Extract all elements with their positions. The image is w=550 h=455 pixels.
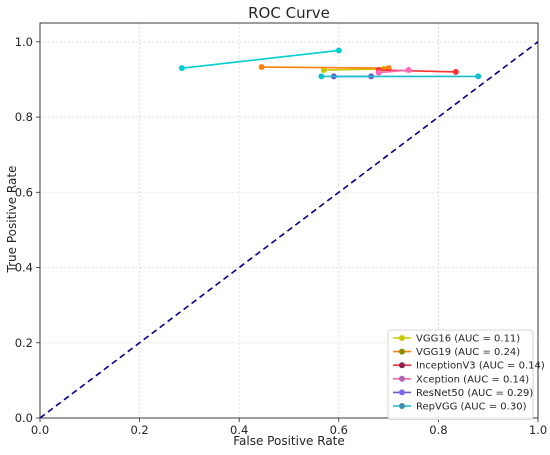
legend-swatch-marker [399,403,405,409]
series-point [318,73,325,80]
x-axis-label: False Positive Rate [233,434,345,448]
y-tick-label: 0.0 [15,411,33,425]
series-point [258,64,265,71]
series-line [378,69,409,74]
y-tick-label: 0.8 [15,110,33,124]
legend-swatch-marker [399,389,405,396]
series-point [178,65,185,72]
series-point [375,69,382,76]
y-ticks: 0.0 0.2 0.4 0.6 0.8 1.0 [15,35,40,425]
plot-border [39,22,539,419]
x-tick-label: 0.0 [31,423,49,437]
series-line [378,69,456,73]
x-tick-label: 0.4 [230,423,248,437]
series-line [181,49,339,69]
legend-swatch-marker [399,335,405,341]
series-layer [178,47,482,80]
legend-box [387,329,534,420]
y-tick-label: 0.4 [15,261,33,275]
series-line [261,66,389,69]
diagonal-line [39,41,539,419]
x-tick-label: 0.2 [130,423,148,437]
series-point [452,68,459,75]
series-point [475,73,482,80]
y-tick-label: 1.0 [15,35,33,49]
y-tick-label: 0.6 [15,185,33,199]
x-tick-label: 0.6 [330,423,348,437]
legend-swatch-marker [399,362,405,369]
chart-title: ROC Curve [248,4,330,22]
series-line [323,68,384,71]
legend-entry-label: Xception (AUC = 0.14) [416,374,529,385]
diagonal-reference [39,41,539,419]
legend-entry-label: InceptionV3 (AUC = 0.14) [416,361,545,372]
series-point [335,47,342,54]
legend-entry-label: VGG16 (AUC = 0.11) [416,334,520,345]
x-tick-label: 0.8 [429,423,447,437]
legend-entry-label: VGG19 (AUC = 0.24) [416,347,520,358]
y-tick-label: 0.2 [15,336,33,350]
legend-swatch-marker [399,375,405,382]
plot-frame [39,22,539,419]
legend-entry-label: ResNet50 (AUC = 0.29) [416,388,533,399]
legend-entry-label: RepVGG (AUC = 0.30) [416,402,527,413]
legend: VGG16 (AUC = 0.11) VGG19 (AUC = 0.24) Ince… [387,329,545,420]
series-point [320,67,327,74]
y-axis-label: True Positive Rate [5,166,19,274]
x-tick-label: 1.0 [529,423,547,437]
series-point [405,67,412,74]
x-ticks: 0.0 0.2 0.4 0.6 0.8 1.0 [31,418,547,437]
legend-swatch-marker [399,348,405,355]
